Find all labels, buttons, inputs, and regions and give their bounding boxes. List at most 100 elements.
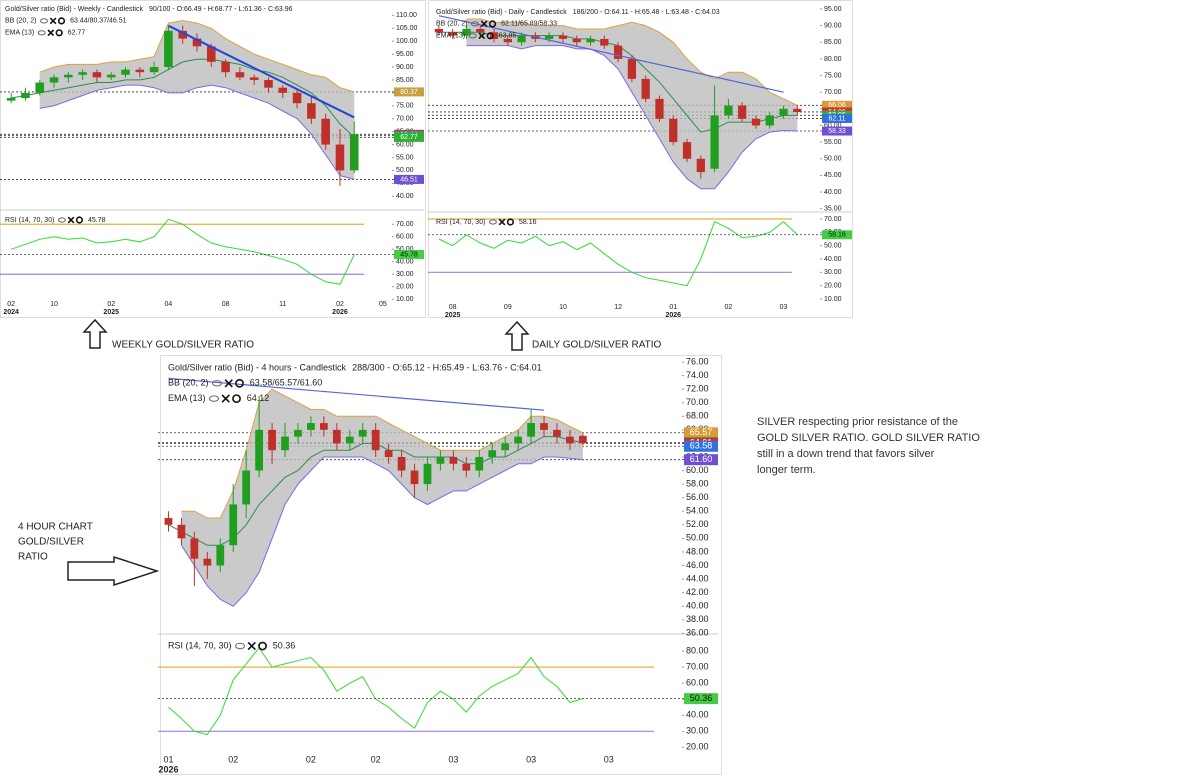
trendline <box>168 377 545 411</box>
candle-body <box>696 158 705 173</box>
candle-body <box>371 429 380 451</box>
x-tick-label: 02 <box>107 301 115 308</box>
indicator-label: EMA (13) <box>168 393 206 403</box>
x-year-label: 2024 <box>3 309 19 316</box>
candle-body <box>235 72 245 78</box>
note-line: SILVER respecting prior resistance of th… <box>757 416 958 428</box>
candle-body <box>410 470 419 485</box>
candle-body <box>106 74 116 78</box>
bb-lower <box>180 456 583 607</box>
rsi-tick-label: 60.00 <box>686 678 709 688</box>
indicator-label: BB (20, 2) <box>168 378 209 388</box>
bb-lower <box>39 84 355 180</box>
remove-icon <box>47 29 55 37</box>
candle-body <box>600 38 609 46</box>
candle-body <box>475 456 484 471</box>
candle-body <box>553 429 561 437</box>
chart-title: Gold/Silver ratio (Bid) - Daily - Candle… <box>436 9 567 16</box>
rsi-tick-label: 40.00 <box>396 259 414 266</box>
y-tick-label: 80.00 <box>824 56 842 63</box>
x-tick-label: 03 <box>526 754 536 764</box>
eye-icon <box>209 395 220 402</box>
note-line: longer term. <box>757 464 816 476</box>
x-year-label: 2026 <box>158 764 178 774</box>
y-tick-label: 95.00 <box>824 6 842 13</box>
rsi-tick-label: 30.00 <box>396 271 414 278</box>
candle-body <box>793 108 802 113</box>
x-tick-label: 11 <box>279 301 286 308</box>
x-year-label: 2025 <box>445 312 461 319</box>
y-tick-label: 58.00 <box>686 478 709 488</box>
rsi-tick-label: 20.00 <box>396 284 414 291</box>
rsi-tick-label: 50.00 <box>396 246 414 253</box>
eye-icon <box>212 380 223 387</box>
y-tick-label: 55.00 <box>824 139 842 146</box>
candle-body <box>319 423 328 430</box>
price-badge <box>822 100 852 110</box>
settings-icon <box>486 32 494 40</box>
candle-body <box>436 456 445 464</box>
price-badge-label: 62.77 <box>400 134 418 141</box>
x-tick-label: 02 <box>228 754 238 764</box>
x-tick-label: 03 <box>604 754 614 764</box>
candle-body <box>164 30 173 68</box>
remove-icon <box>67 216 75 224</box>
x-year-label: 2026 <box>332 309 348 316</box>
eye-icon <box>235 642 246 650</box>
right-arrow <box>67 555 160 587</box>
y-tick-label: 85.00 <box>824 39 842 46</box>
rsi-badge-label: 45.78 <box>400 251 418 258</box>
candle-body <box>216 545 225 566</box>
y-tick-label: 76.00 <box>686 356 709 366</box>
y-tick-label: 85.00 <box>396 77 414 84</box>
y-tick-label: 46.00 <box>686 560 709 570</box>
candle-body <box>641 78 650 99</box>
y-tick-label: 74.00 <box>686 370 709 380</box>
candle-body <box>724 105 733 116</box>
candle-body <box>164 518 173 525</box>
x-tick-label: 10 <box>559 304 567 311</box>
indicator-value: 63.44/80.37/46.51 <box>70 18 127 25</box>
candle-body <box>488 450 497 457</box>
x-tick-label: 12 <box>614 304 622 311</box>
candle-body <box>345 436 354 444</box>
y-tick-label: 54.00 <box>686 506 709 516</box>
price-badge <box>684 440 718 452</box>
candle-body <box>307 423 315 430</box>
remove-icon <box>224 379 233 388</box>
candle-body <box>586 38 595 43</box>
rsi-tick-label: 60.00 <box>396 234 414 241</box>
rsi-tick-label: 30.00 <box>824 269 842 276</box>
bb-lower <box>466 45 798 190</box>
candle-body <box>321 118 330 145</box>
candle-body <box>476 28 485 33</box>
y-tick-label: 70.00 <box>396 116 414 123</box>
y-tick-label: 44.00 <box>686 573 709 583</box>
y-tick-label: 52.00 <box>686 519 709 529</box>
bb-fill <box>181 389 583 607</box>
rsi-tick-label: 70.00 <box>824 216 842 223</box>
y-tick-label: 40.00 <box>686 601 709 611</box>
y-tick-label: 55.00 <box>396 154 414 161</box>
rsi-tick-label: 80.00 <box>686 645 709 655</box>
candle-body <box>578 435 587 444</box>
rsi-tick-label: 20.00 <box>686 742 709 752</box>
y-tick-label: 75.00 <box>396 103 414 110</box>
indicator-value: 64.12 <box>247 393 270 403</box>
y-tick-label: 110.00 <box>396 12 417 19</box>
candle-body <box>397 456 406 471</box>
y-tick-label: 35.00 <box>824 206 842 213</box>
remove-icon <box>478 32 486 40</box>
y-tick-label: 90.00 <box>396 64 414 71</box>
candle-body <box>78 72 87 75</box>
y-tick-label: 68.00 <box>686 411 709 421</box>
y-tick-label: 60.00 <box>686 465 709 475</box>
daily-caption: DAILY GOLD/SILVER RATIO <box>532 340 662 351</box>
rsi-line <box>10 218 355 285</box>
bb-upper <box>466 18 798 106</box>
candle-body <box>710 115 719 169</box>
remove-icon <box>49 17 57 25</box>
candle-body <box>779 108 788 116</box>
settings-icon <box>55 29 63 37</box>
